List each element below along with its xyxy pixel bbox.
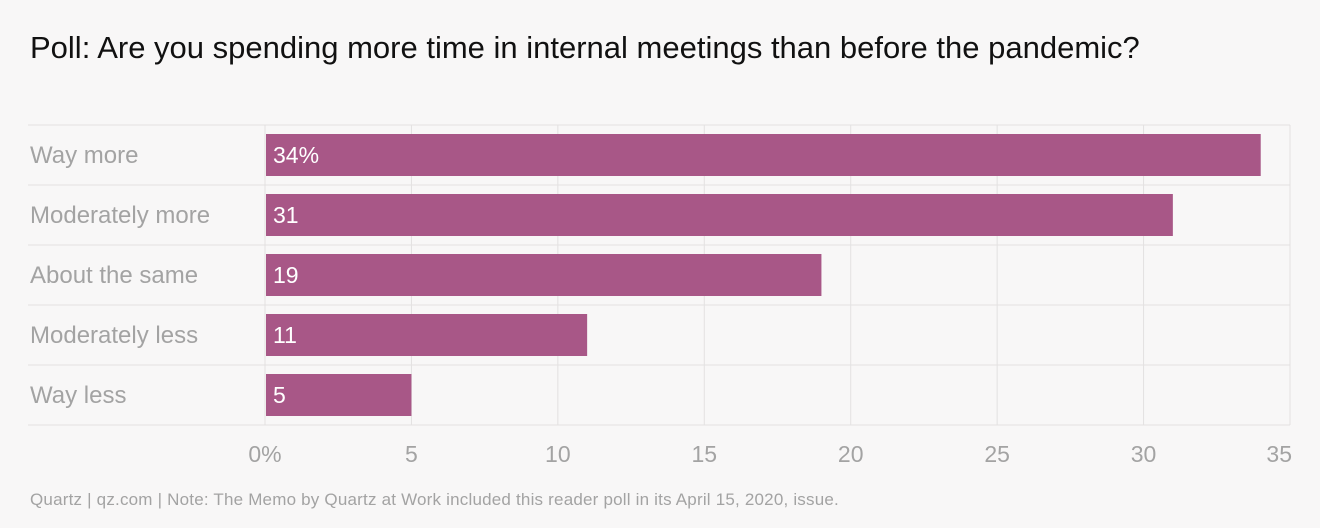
x-tick-label: 20: [838, 441, 864, 467]
x-tick-label: 35: [1266, 441, 1292, 467]
bars: 34% 31 19 11 5: [266, 134, 1261, 416]
x-tick-label: 15: [691, 441, 717, 467]
source-note: Quartz | qz.com | Note: The Memo by Quar…: [30, 490, 839, 509]
bar: [266, 194, 1173, 236]
x-tick-label: 10: [545, 441, 571, 467]
x-tick-label: 0%: [248, 441, 281, 467]
bar: [266, 254, 822, 296]
category-label: About the same: [30, 262, 198, 289]
bar-value-label: 19: [273, 262, 299, 288]
bar: [266, 374, 412, 416]
x-tick-label: 25: [984, 441, 1010, 467]
category-labels: Way more Moderately more About the same Mod…: [30, 142, 210, 409]
bar-value-label: 11: [273, 322, 297, 348]
category-label: Way less: [30, 382, 126, 409]
x-tick-label: 5: [405, 441, 418, 467]
x-axis-tick-labels: 0% 5 10 15 20 25 30 35: [248, 441, 1292, 467]
category-label: Moderately more: [30, 202, 210, 229]
category-label: Moderately less: [30, 322, 198, 349]
bar: [266, 134, 1261, 176]
bar: [266, 314, 588, 356]
bar-value-label: 31: [273, 202, 299, 228]
bar-value-label: 34%: [273, 142, 319, 168]
bar-value-label: 5: [273, 382, 286, 408]
chart-title: Poll: Are you spending more time in inte…: [30, 30, 1140, 65]
x-tick-label: 30: [1131, 441, 1157, 467]
category-label: Way more: [30, 142, 138, 169]
